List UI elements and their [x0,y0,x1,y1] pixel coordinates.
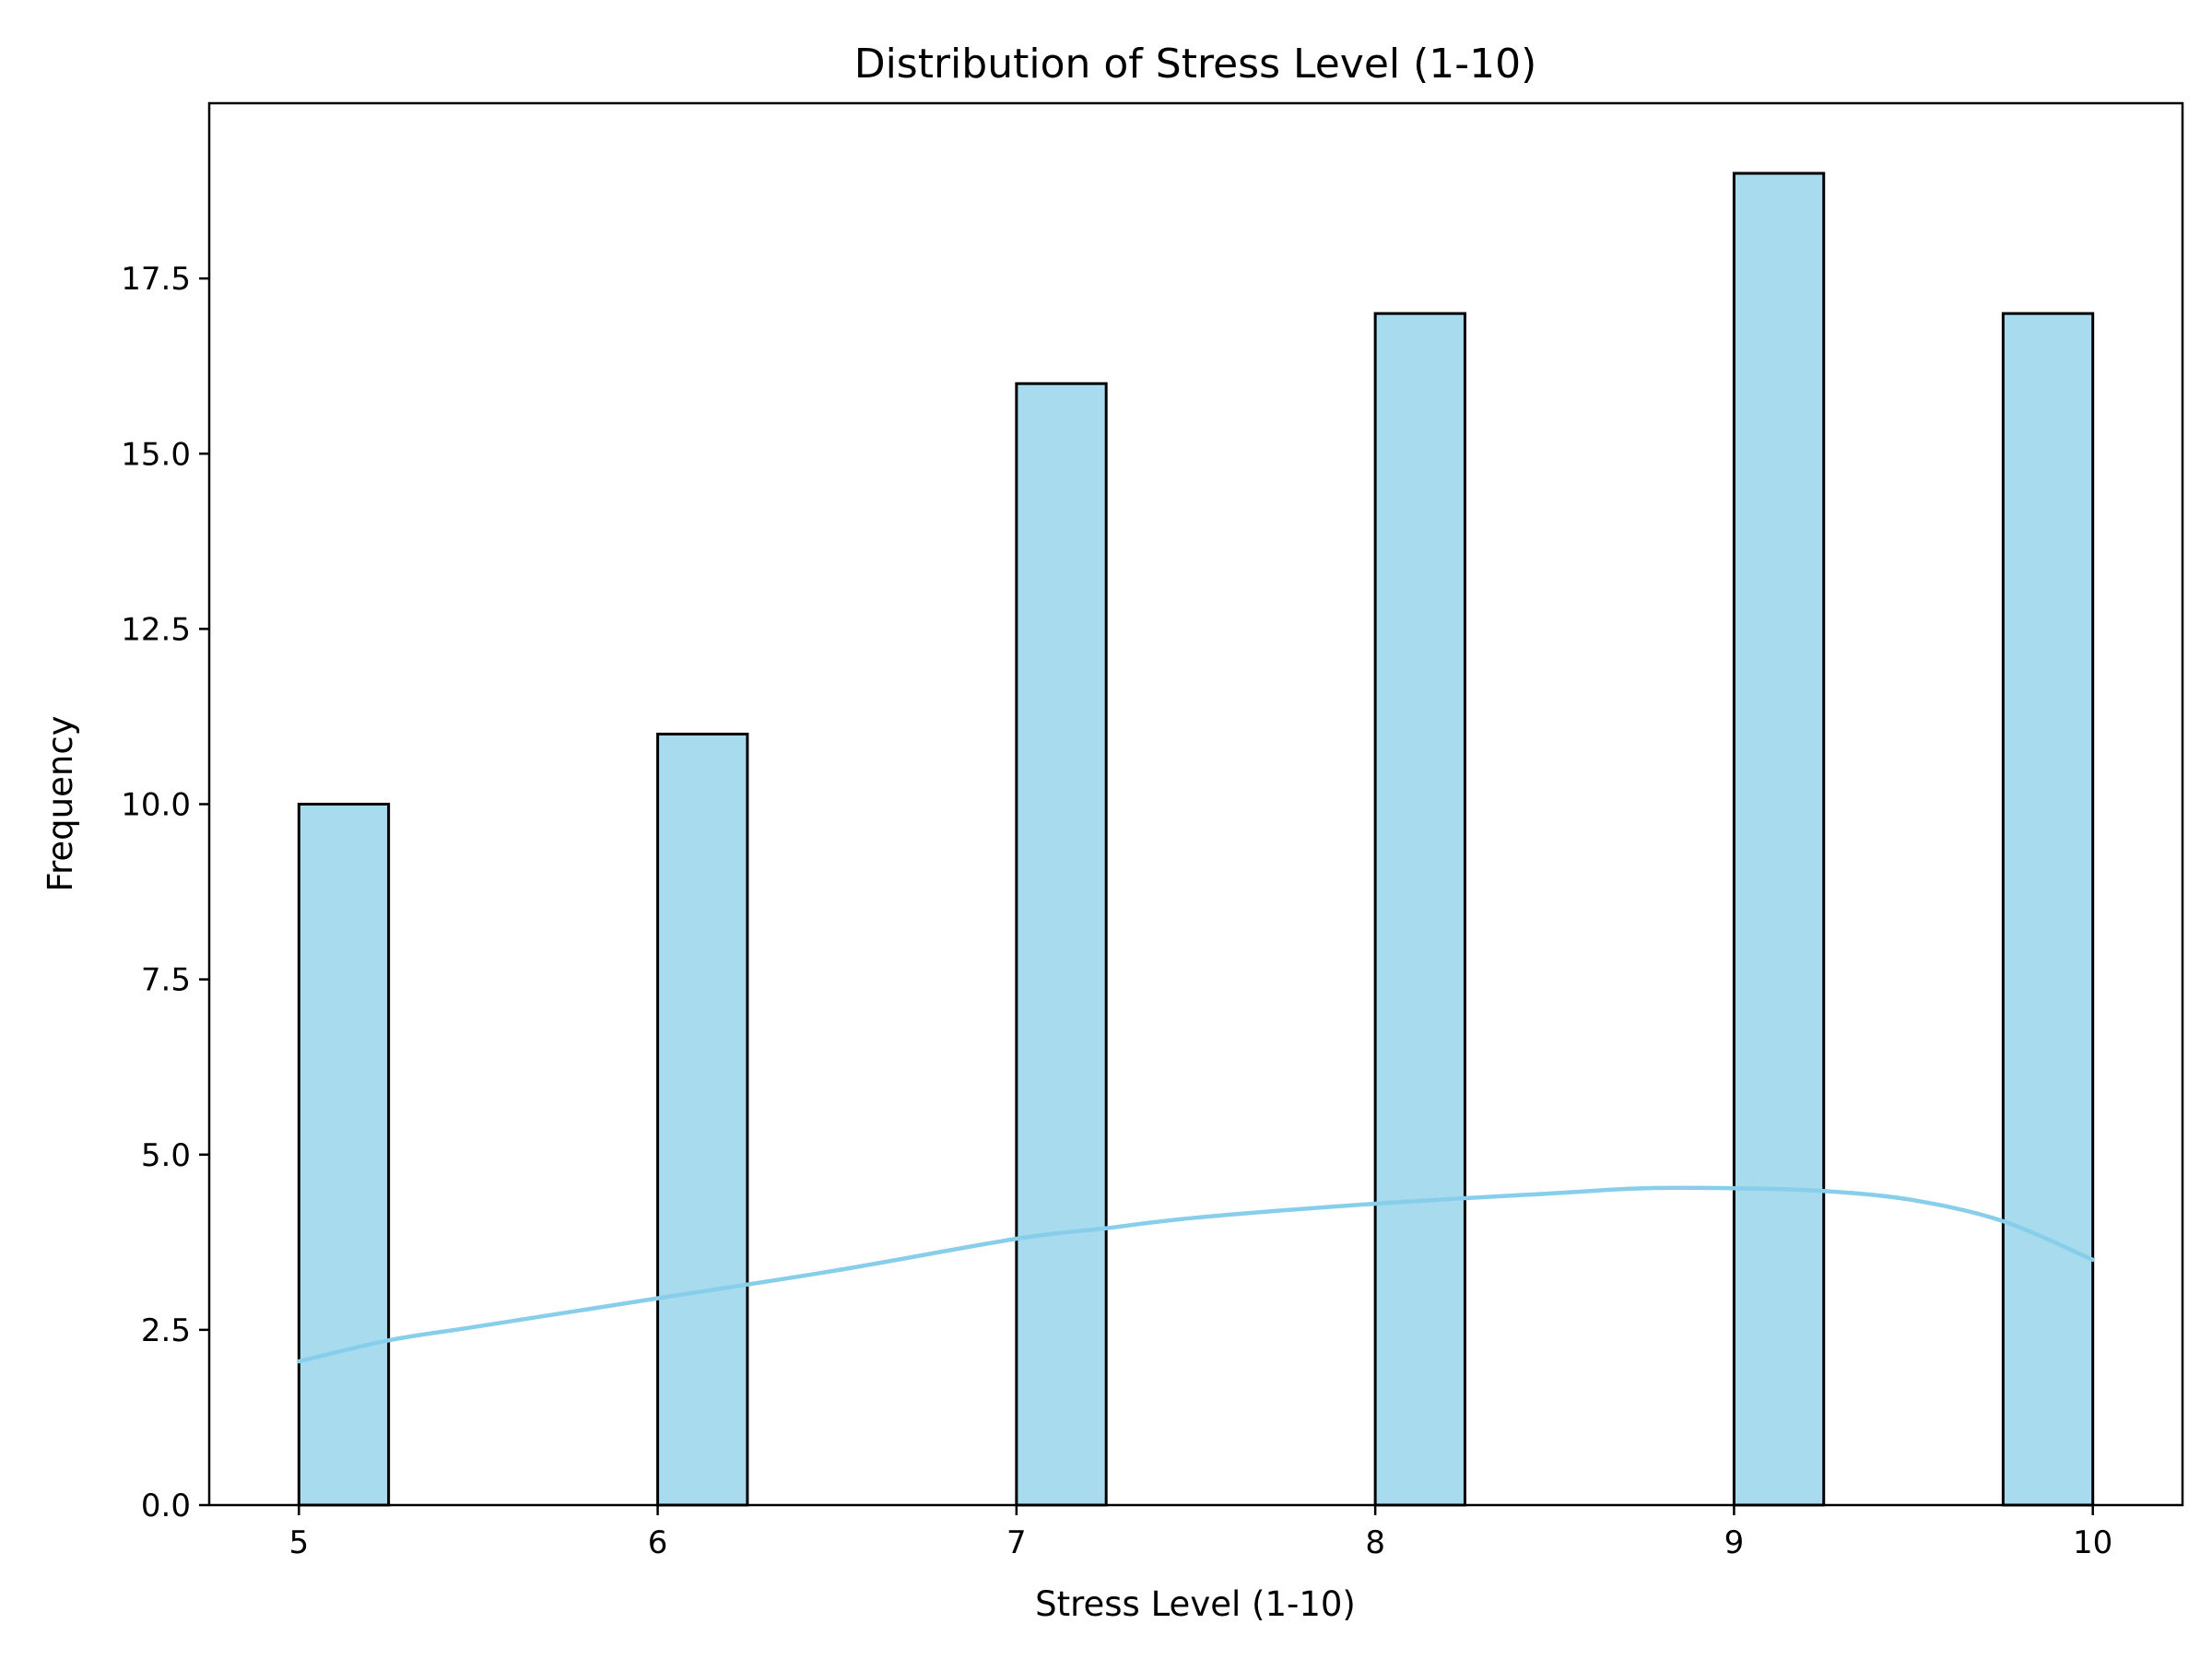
x-tick-label-0: 5 [288,1524,309,1561]
x-tick-label-5: 10 [2073,1524,2112,1561]
histogram-bar-4 [1732,171,1826,1507]
y-axis: 0.0 2.5 5.0 7.5 10.0 12.5 15.0 17.5 [121,261,209,1524]
histogram-bar-3 [1373,312,1466,1507]
x-axis: 5 6 7 8 9 10 [288,1505,2112,1561]
bars-group [297,171,2095,1507]
y-tick-label-2: 5.0 [141,1137,191,1174]
y-axis-label: Frequency [41,715,80,891]
x-tick-label-1: 6 [648,1524,668,1561]
y-tick-label-5: 12.5 [121,611,191,648]
histogram-bar-5 [2001,312,2095,1507]
x-axis-label: Stress Level (1-10) [1035,1584,1356,1624]
y-tick-label-0: 0.0 [141,1488,191,1524]
y-tick-label-7: 17.5 [121,261,191,298]
x-tick-label-4: 9 [1724,1524,1745,1561]
y-tick-label-6: 15.0 [121,436,191,473]
chart-title: Distribution of Stress Level (1-10) [854,41,1537,88]
y-tick-label-3: 7.5 [141,962,191,999]
histogram-bar-2 [1015,382,1108,1507]
x-tick-label-3: 8 [1365,1524,1385,1561]
x-tick-label-2: 7 [1006,1524,1027,1561]
histogram-bar-1 [656,732,749,1507]
y-tick-label-1: 2.5 [141,1312,191,1349]
histogram-bar-0 [297,803,391,1507]
y-tick-label-4: 10.0 [121,787,191,824]
kde-curve [297,1185,2095,1364]
plot-frame [207,101,2184,1507]
